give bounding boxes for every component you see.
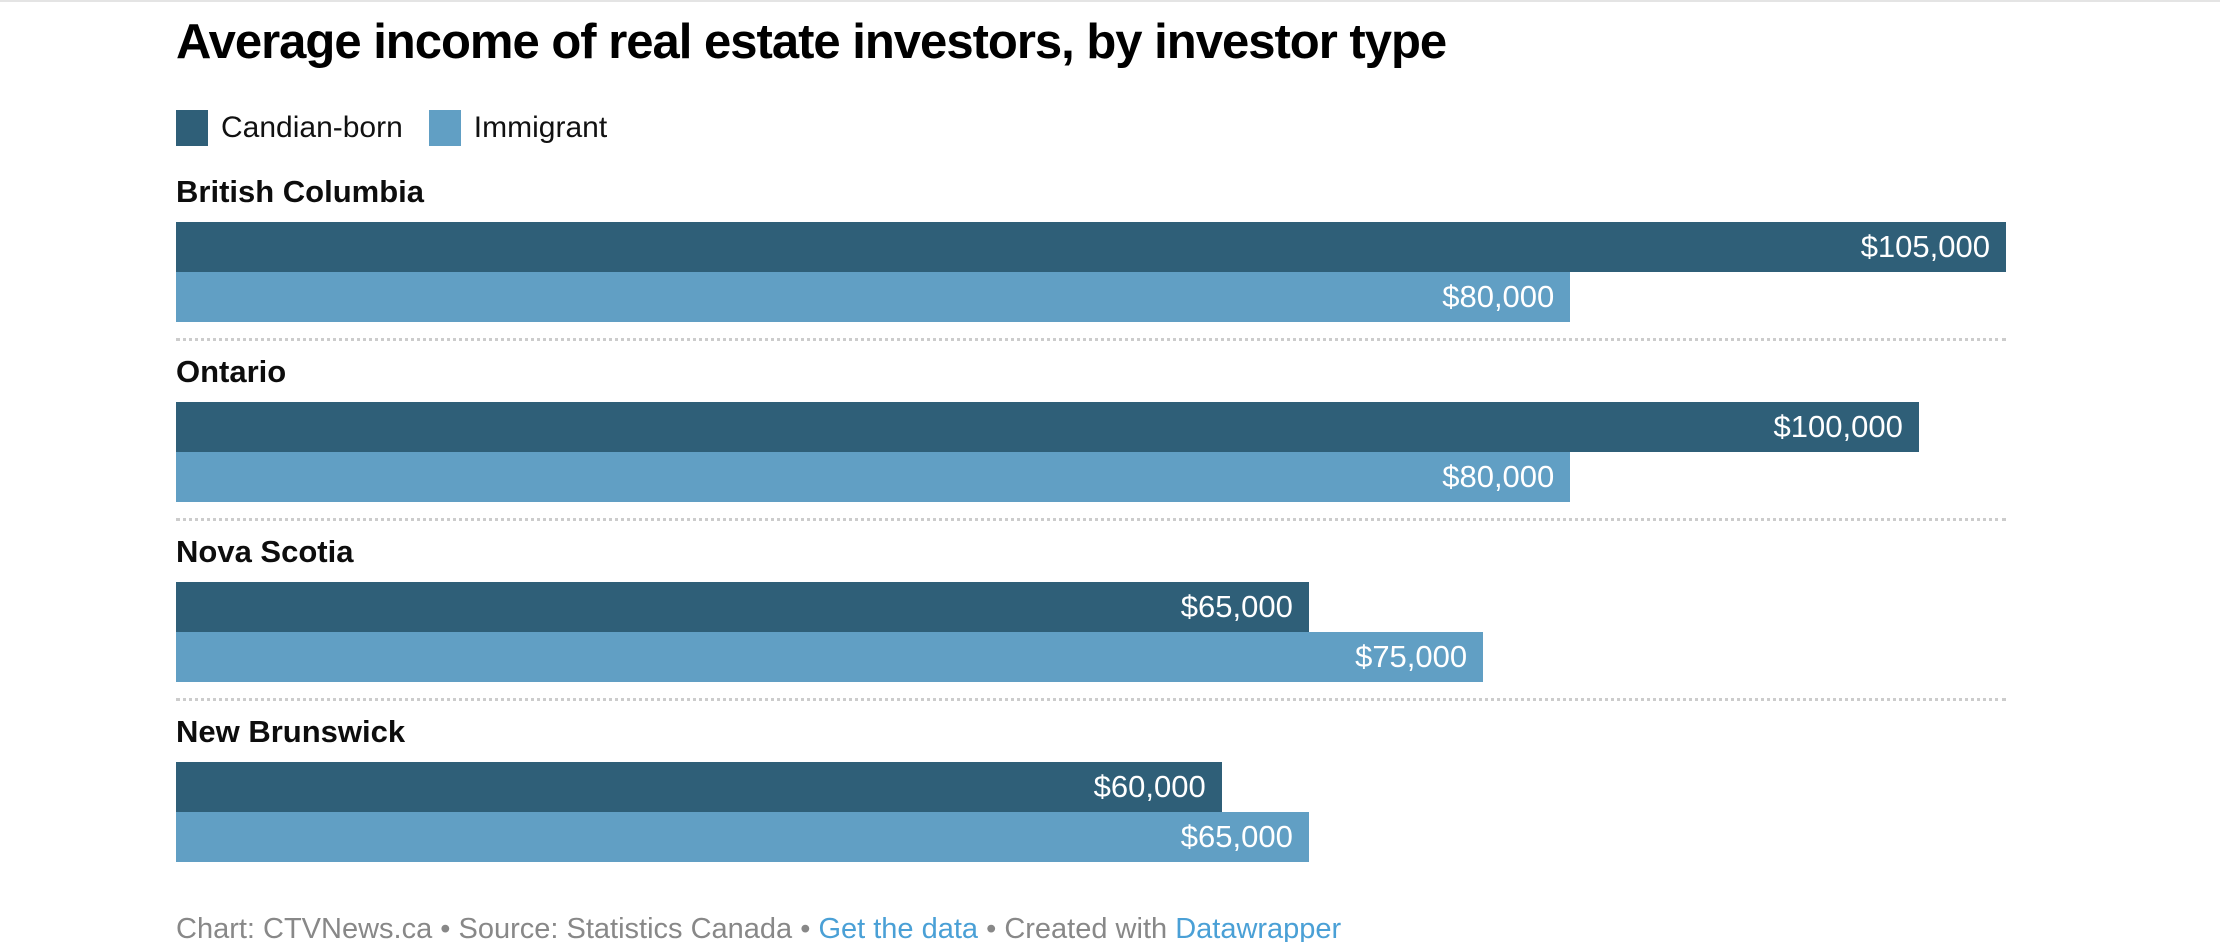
bar-value-label: $105,000 [1860,229,1990,265]
datawrapper-link[interactable]: Datawrapper [1175,913,1342,942]
legend-item-candian-born: Candian-born [176,110,403,147]
bar-row: $100,000 [176,402,2006,453]
legend-label: Candian-born [221,111,403,145]
bar-group: Ontario $100,000 $80,000 [176,354,2006,503]
chart-title: Average income of real estate investors,… [176,15,1447,69]
category-label: Nova Scotia [176,534,354,570]
group-separator [176,518,2006,522]
bar-row: $60,000 [176,762,2006,813]
group-separator [176,698,2006,702]
bar-immigrant: $80,000 [176,452,1571,503]
bar-value-label: $100,000 [1773,409,1903,445]
legend: Candian-born Immigrant [176,110,2220,147]
bar-row: $65,000 [176,812,2006,863]
legend-swatch-icon [428,110,461,147]
legend-label: Immigrant [473,111,608,145]
bar-value-label: $60,000 [1093,769,1206,805]
bar-group: British Columbia $105,000 $80,000 [176,174,2006,323]
bar-row: $80,000 [176,272,2006,323]
legend-item-immigrant: Immigrant [428,110,608,147]
bar-row: $75,000 [176,632,2006,683]
bar-immigrant: $75,000 [176,632,1484,683]
bar-value-label: $75,000 [1355,639,1468,675]
bar-candian-born: $60,000 [176,762,1222,813]
footer-attribution-text: Chart: CTVNews.ca • Source: Statistics C… [176,913,819,942]
bar-candian-born: $105,000 [176,222,2006,273]
bar-value-label: $65,000 [1180,819,1293,855]
bar-value-label: $65,000 [1180,589,1293,625]
bar-row: $65,000 [176,582,2006,633]
category-label: Ontario [176,354,287,390]
category-label: British Columbia [176,174,425,210]
bar-group: New Brunswick $60,000 $65,000 [176,714,2006,863]
bar-candian-born: $100,000 [176,402,1919,453]
footer-created-with-text: • Created with [978,913,1176,942]
bar-chart: British Columbia $105,000 $80,000 Ontario $1… [176,174,2006,863]
bar-value-label: $80,000 [1442,459,1555,495]
get-the-data-link[interactable]: Get the data [818,913,979,942]
group-separator [176,338,2006,342]
bar-row: $80,000 [176,452,2006,503]
category-label: New Brunswick [176,714,406,750]
bar-value-label: $80,000 [1442,279,1555,315]
footer: Chart: CTVNews.ca • Source: Statistics C… [176,912,2220,942]
legend-swatch-icon [176,110,208,147]
bar-row: $105,000 [176,222,2006,273]
bar-immigrant: $80,000 [176,272,1571,323]
bar-candian-born: $65,000 [176,582,1309,633]
bar-immigrant: $65,000 [176,812,1309,863]
bar-group: Nova Scotia $65,000 $75,000 [176,534,2006,683]
